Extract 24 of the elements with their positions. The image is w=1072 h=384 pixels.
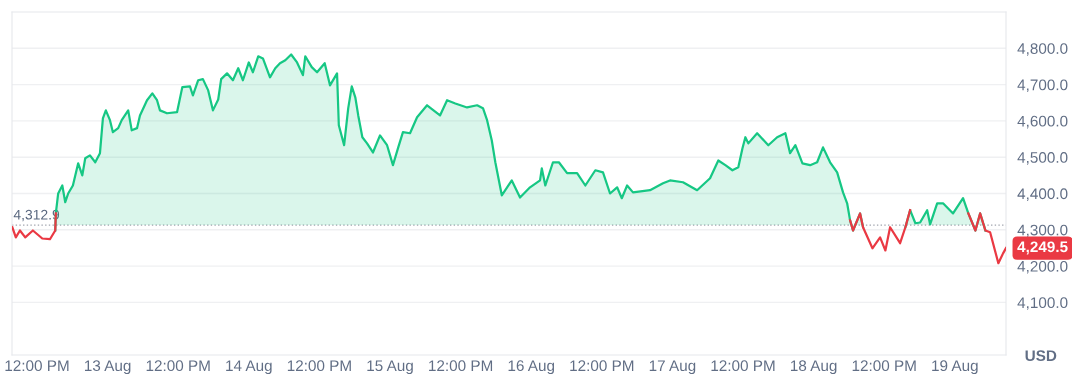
- x-tick-label: 13 Aug: [84, 360, 131, 375]
- y-tick-label: 4,400.0: [1017, 188, 1068, 201]
- x-tick-label: 17 Aug: [649, 360, 696, 375]
- x-tick-label: 12:00 PM: [852, 360, 916, 372]
- y-tick-label: 4,200.0: [1017, 260, 1068, 274]
- x-tick-label: 12:00 PM: [287, 360, 351, 372]
- y-tick-label: 4,800.0: [1017, 43, 1068, 56]
- y-tick-label: 4,500.0: [1017, 152, 1068, 165]
- x-tick-label: 16 Aug: [508, 360, 555, 375]
- x-tick-label: 14 Aug: [226, 360, 272, 375]
- x-tick-label: 12:00 PM: [5, 360, 69, 372]
- y-tick-label: 4,300.0: [1017, 224, 1068, 238]
- y-tick-label: 4,600.0: [1017, 115, 1068, 129]
- y-tick-label: 4,700.0: [1017, 79, 1068, 93]
- y-tick-label: 4,100.0: [1017, 297, 1068, 310]
- x-tick-label: 19 Aug: [932, 360, 978, 375]
- x-tick-label: 12:00 PM: [570, 360, 634, 372]
- x-tick-label: 15 Aug: [367, 360, 413, 375]
- x-tick-label: 12:00 PM: [429, 360, 493, 372]
- x-tick-label: 12:00 PM: [711, 360, 775, 372]
- x-tick-label: 12:00 PM: [146, 360, 210, 372]
- x-tick-label: 18 Aug: [790, 360, 837, 375]
- annotation: 4,249.5: [1017, 241, 1068, 255]
- y-axis-title: USD: [1025, 350, 1057, 362]
